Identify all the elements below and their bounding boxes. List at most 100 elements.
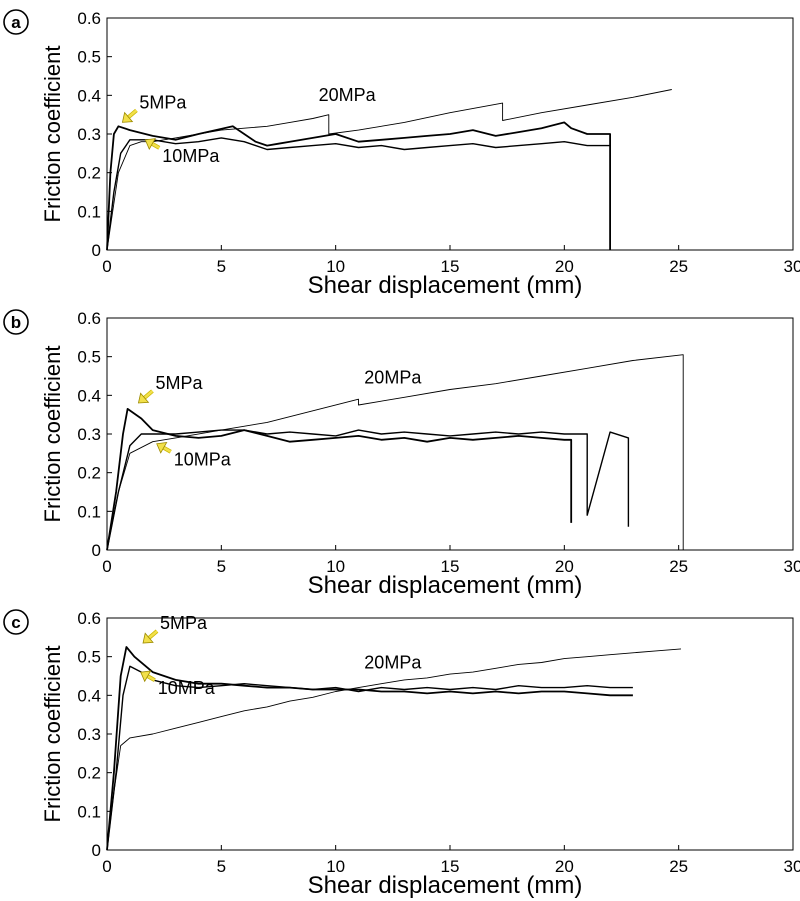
- x-tick-label: 25: [669, 557, 688, 576]
- series-line-20MPa: [106, 89, 672, 251]
- y-axis-label: Friction coefficient: [40, 646, 65, 823]
- panel-label-circle: [3, 309, 29, 335]
- panel-label-text: c: [11, 613, 20, 632]
- annotation-arrow-head: [137, 392, 150, 404]
- x-tick-label: 10: [326, 257, 345, 276]
- annotation-label: 10MPa: [162, 146, 220, 166]
- annotation-label: 20MPa: [364, 368, 422, 388]
- x-tick-label: 30: [784, 857, 800, 876]
- x-tick-label: 5: [217, 557, 226, 576]
- y-tick-label: 0.6: [77, 609, 101, 628]
- x-tick-label: 0: [102, 257, 111, 276]
- y-tick-label: 0.1: [77, 802, 101, 821]
- chart-a: a 0 5 10 15 20 25 30 0 0.1 0.2 0.3 0.4 0.5 0.6 Shear di…: [3, 9, 800, 299]
- y-tick-label: 0.2: [77, 464, 101, 483]
- y-tick-label: 0: [92, 841, 101, 860]
- x-tick-label: 30: [784, 257, 800, 276]
- y-tick-label: 0.1: [77, 202, 101, 221]
- y-tick-label: 0: [92, 241, 101, 260]
- annotation-label: 5MPa: [160, 613, 208, 633]
- y-tick-label: 0.4: [77, 386, 101, 405]
- x-tick-label: 30: [784, 557, 800, 576]
- x-axis-label: Shear displacement (mm): [308, 272, 583, 299]
- annotation-label: 20MPa: [319, 85, 377, 105]
- annotation-20MPa: 20MPa: [364, 368, 422, 388]
- x-tick-label: 20: [555, 557, 574, 576]
- x-axis-label: Shear displacement (mm): [308, 572, 583, 599]
- annotation-label: 5MPa: [155, 373, 203, 393]
- x-tick-label: 20: [555, 257, 574, 276]
- annotation-arrow-head: [121, 111, 134, 123]
- chart-c: c 0 5 10 15 20 25 30 0 0.1 0.2 0.3 0.4 0.5 0.6 Shear di…: [3, 609, 800, 899]
- x-tick-label: 10: [326, 857, 345, 876]
- annotation-label: 20MPa: [364, 652, 422, 672]
- plot-frame: [106, 317, 794, 551]
- y-tick-label: 0.4: [77, 686, 101, 705]
- annotation-label: 10MPa: [158, 678, 216, 698]
- panel-label: a: [3, 9, 29, 35]
- y-tick-label: 0.6: [77, 309, 101, 328]
- series-line-5MPa: [106, 121, 611, 251]
- annotation-arrow-shaft-fill: [147, 675, 156, 682]
- panel-label: c: [3, 609, 29, 635]
- annotation-arrow-head: [156, 441, 168, 454]
- y-tick-label: 0: [92, 541, 101, 560]
- chart-panel-a: a 0 5 10 15 20 25 30 0 0.1 0.2 0.3 0.4 0.5 0.6 Shear di…: [0, 0, 800, 300]
- annotation-arrow-head: [142, 632, 154, 644]
- annotation-20MPa: 20MPa: [364, 652, 422, 672]
- panel-label: b: [3, 309, 29, 335]
- panel-label-circle: [3, 9, 29, 35]
- annotation-20MPa: 20MPa: [319, 85, 377, 105]
- y-axis-label: Friction coefficient: [40, 346, 65, 523]
- y-tick-label: 0.2: [77, 764, 101, 783]
- x-tick-label: 15: [441, 257, 460, 276]
- annotation-arrow-head: [144, 138, 156, 150]
- annotation-label: 10MPa: [174, 450, 232, 470]
- annotation-arrow-head: [140, 670, 152, 683]
- annotation-arrow-shaft-fill: [143, 390, 154, 399]
- x-tick-label: 0: [102, 857, 111, 876]
- y-tick-label: 0.3: [77, 725, 101, 744]
- chart-panel-b: b 0 5 10 15 20 25 30 0 0.1 0.2 0.3 0.4 0.5 0.6 Shear di…: [0, 300, 800, 600]
- panel-label-circle: [3, 609, 29, 635]
- x-tick-label: 5: [217, 857, 226, 876]
- y-tick-label: 0.5: [77, 648, 101, 667]
- annotation-10MPa: 10MPa: [144, 138, 220, 166]
- annotation-5MPa: 5MPa: [121, 92, 187, 123]
- series-line-20MPa: [106, 648, 682, 851]
- annotation-label: 5MPa: [139, 92, 187, 112]
- y-tick-label: 0.2: [77, 164, 101, 183]
- y-tick-label: 0.5: [77, 48, 101, 67]
- x-tick-label: 10: [326, 557, 345, 576]
- x-axis-label: Shear displacement (mm): [308, 872, 583, 899]
- x-tick-label: 20: [555, 857, 574, 876]
- chart-panel-c: c 0 5 10 15 20 25 30 0 0.1 0.2 0.3 0.4 0.5 0.6 Shear di…: [0, 600, 800, 900]
- y-axis-label: Friction coefficient: [40, 46, 65, 223]
- x-tick-label: 25: [669, 257, 688, 276]
- y-tick-label: 0.4: [77, 86, 101, 105]
- annotation-arrow-shaft-fill: [127, 109, 138, 119]
- chart-b: b 0 5 10 15 20 25 30 0 0.1 0.2 0.3 0.4 0.5 0.6 Shear di…: [3, 309, 800, 599]
- annotation-arrow-shaft-fill: [151, 142, 160, 149]
- panel-label-text: a: [11, 13, 21, 32]
- y-tick-label: 0.3: [77, 425, 101, 444]
- annotation-10MPa: 10MPa: [140, 670, 216, 698]
- series-line-5MPa: [106, 408, 573, 551]
- annotation-arrow-shaft-fill: [163, 446, 172, 453]
- annotation-5MPa: 5MPa: [142, 613, 208, 644]
- x-tick-label: 15: [441, 557, 460, 576]
- x-tick-label: 15: [441, 857, 460, 876]
- x-tick-label: 0: [102, 557, 111, 576]
- y-tick-label: 0.3: [77, 125, 101, 144]
- annotation-5MPa: 5MPa: [137, 373, 203, 404]
- series-line-5MPa: [106, 646, 633, 851]
- y-tick-label: 0.1: [77, 502, 101, 521]
- annotation-10MPa: 10MPa: [156, 441, 232, 470]
- annotation-arrow-shaft-fill: [148, 630, 158, 639]
- y-tick-label: 0.5: [77, 348, 101, 367]
- series-line-20MPa: [106, 354, 684, 551]
- plot-frame: [106, 617, 794, 851]
- x-tick-label: 5: [217, 257, 226, 276]
- series-line-10MPa: [106, 429, 630, 551]
- x-tick-label: 25: [669, 857, 688, 876]
